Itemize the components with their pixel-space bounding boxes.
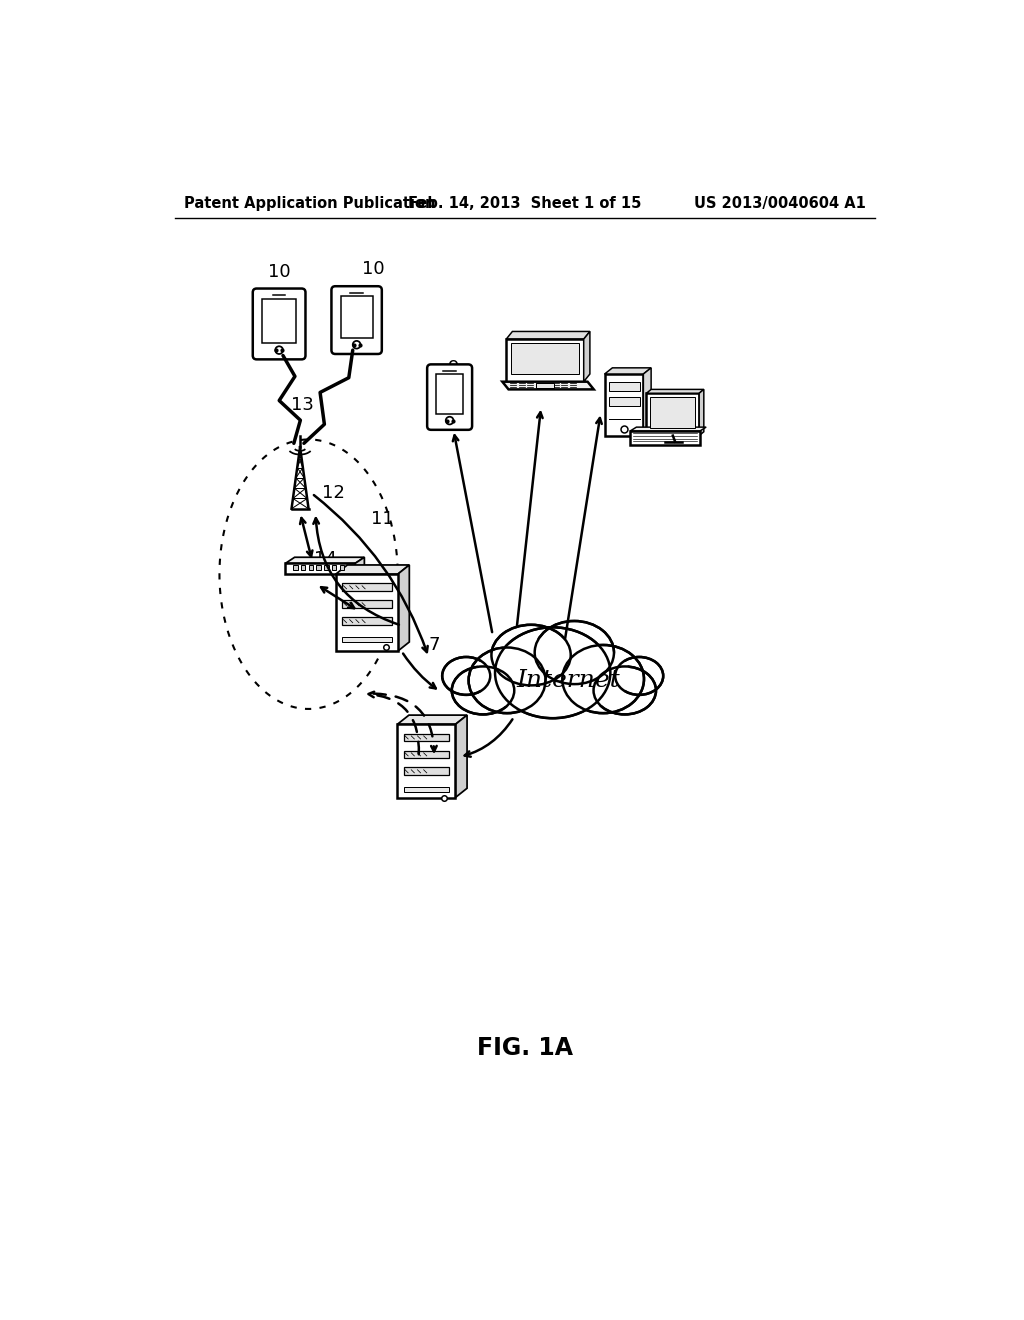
Text: Internet: Internet: [516, 669, 620, 692]
Circle shape: [445, 417, 454, 425]
Text: Feb. 14, 2013  Sheet 1 of 15: Feb. 14, 2013 Sheet 1 of 15: [409, 195, 641, 211]
Bar: [403, 788, 450, 792]
Polygon shape: [506, 331, 590, 339]
Circle shape: [352, 341, 360, 348]
Polygon shape: [336, 565, 410, 574]
Bar: [511, 343, 579, 374]
FancyBboxPatch shape: [332, 286, 382, 354]
Ellipse shape: [474, 638, 631, 714]
Text: 9: 9: [534, 334, 545, 352]
Bar: [403, 767, 450, 775]
Bar: [293, 565, 298, 570]
Ellipse shape: [452, 667, 514, 714]
FancyBboxPatch shape: [253, 289, 305, 359]
Circle shape: [275, 346, 283, 354]
FancyBboxPatch shape: [427, 364, 472, 430]
Ellipse shape: [495, 627, 610, 718]
Polygon shape: [604, 374, 643, 436]
Polygon shape: [397, 565, 410, 651]
Polygon shape: [630, 430, 700, 445]
Ellipse shape: [469, 648, 546, 713]
Text: FIG. 1A: FIG. 1A: [477, 1036, 572, 1060]
Bar: [608, 381, 640, 391]
Text: 9: 9: [634, 384, 645, 403]
Polygon shape: [584, 331, 590, 381]
Ellipse shape: [562, 645, 644, 713]
Text: Patent Application Publication: Patent Application Publication: [183, 195, 435, 211]
Ellipse shape: [442, 657, 490, 694]
Bar: [332, 565, 337, 570]
Bar: [342, 583, 391, 591]
Text: US 2013/0040604 A1: US 2013/0040604 A1: [694, 195, 866, 211]
Polygon shape: [506, 339, 584, 381]
Text: 14: 14: [314, 550, 337, 568]
Text: 9: 9: [447, 359, 459, 376]
Polygon shape: [336, 574, 397, 651]
Polygon shape: [456, 715, 467, 797]
Ellipse shape: [492, 624, 570, 685]
Text: 10: 10: [362, 260, 385, 277]
Polygon shape: [503, 381, 594, 389]
Polygon shape: [397, 725, 456, 797]
Bar: [308, 565, 313, 570]
Bar: [340, 565, 344, 570]
Polygon shape: [643, 368, 651, 436]
Bar: [316, 565, 321, 570]
Bar: [262, 298, 296, 343]
Bar: [436, 375, 463, 413]
Polygon shape: [604, 368, 651, 374]
Text: 18: 18: [430, 758, 454, 776]
Ellipse shape: [594, 667, 656, 714]
Polygon shape: [699, 389, 703, 436]
Text: 11: 11: [371, 510, 393, 528]
Ellipse shape: [615, 657, 664, 694]
Polygon shape: [355, 557, 365, 574]
Bar: [403, 734, 450, 742]
Text: 16: 16: [357, 607, 380, 626]
Polygon shape: [286, 564, 355, 574]
Bar: [324, 565, 329, 570]
Bar: [301, 565, 305, 570]
Bar: [342, 601, 391, 609]
Bar: [403, 751, 450, 758]
Ellipse shape: [535, 620, 614, 684]
Polygon shape: [630, 428, 707, 430]
Polygon shape: [646, 393, 699, 436]
Bar: [650, 397, 695, 428]
Bar: [536, 383, 554, 388]
Text: 12: 12: [322, 484, 345, 503]
Text: 13: 13: [291, 396, 313, 413]
Bar: [342, 618, 391, 626]
Text: 7: 7: [428, 636, 440, 653]
Bar: [341, 296, 373, 338]
Polygon shape: [286, 557, 365, 564]
Bar: [342, 638, 391, 642]
Bar: [608, 397, 640, 407]
Polygon shape: [397, 715, 467, 725]
Text: 10: 10: [268, 264, 291, 281]
Polygon shape: [646, 389, 703, 393]
